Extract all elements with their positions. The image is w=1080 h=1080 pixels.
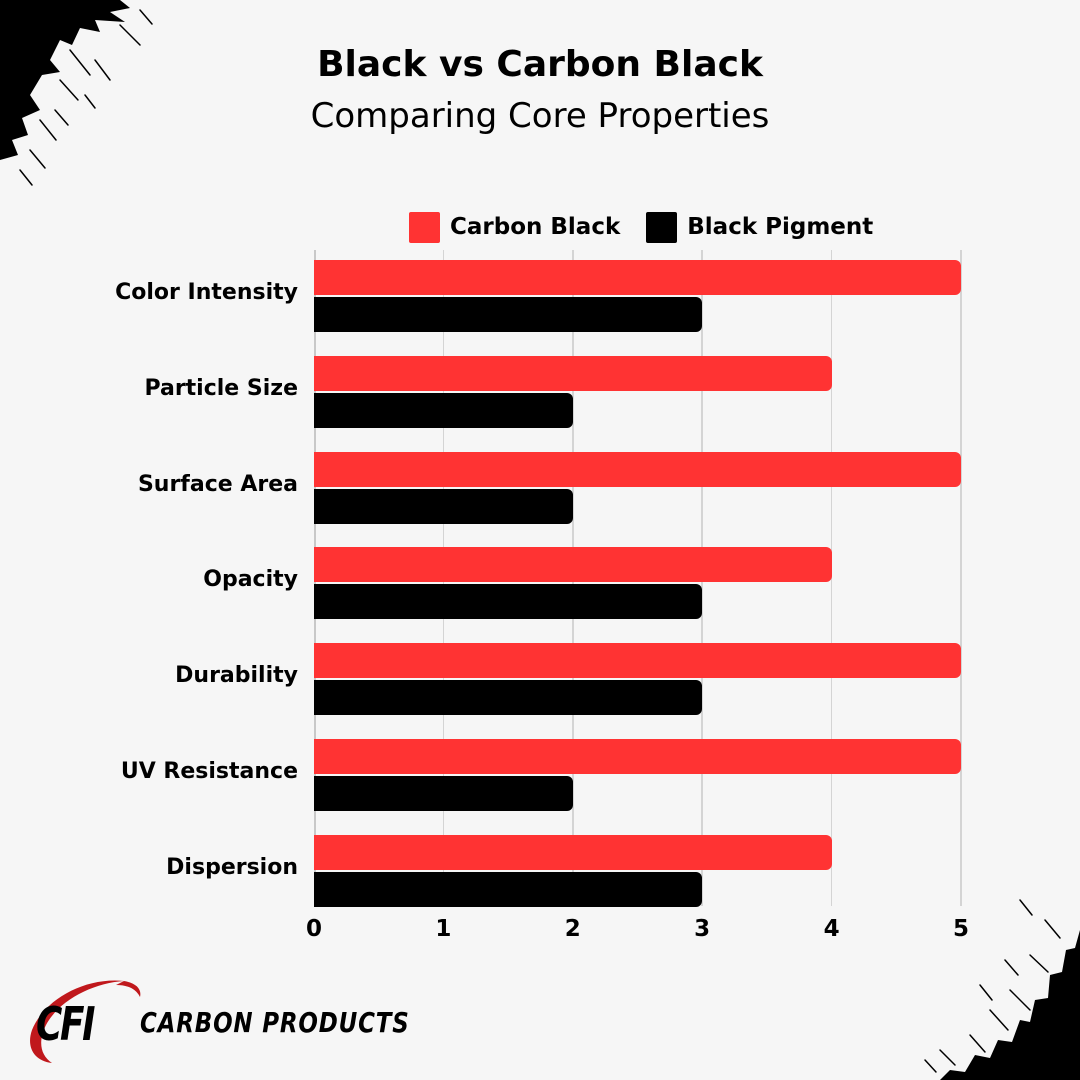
x-tick-label: 3 <box>694 916 711 942</box>
grid-line <box>960 250 962 906</box>
bar-black-pigment <box>314 488 573 524</box>
plot-area <box>314 250 974 910</box>
chart-subtitle: Comparing Core Properties <box>310 96 770 136</box>
chart-title: Black vs Carbon Black <box>317 44 763 85</box>
category-label: Color Intensity <box>115 280 298 305</box>
legend-swatch-black-pigment <box>646 211 678 243</box>
legend-item-black-pigment: Black Pigment <box>646 211 874 243</box>
bar-black-pigment <box>314 392 573 428</box>
bar-black-pigment <box>314 297 703 332</box>
bar-carbon-black <box>314 834 832 870</box>
category-label: Dispersion <box>166 854 298 880</box>
legend-swatch-carbon-black <box>409 211 440 243</box>
legend-label: Carbon Black <box>450 214 621 240</box>
bar-black-pigment <box>314 871 703 907</box>
cfi-logo-swoosh-icon <box>30 980 141 1063</box>
category-label: Opacity <box>203 567 298 593</box>
x-tick-label: 2 <box>564 916 581 942</box>
bar-black-pigment <box>314 680 703 716</box>
legend: Carbon Black Black Pigment <box>409 210 899 244</box>
category-label: Surface Area <box>137 471 298 497</box>
x-tick-label: 5 <box>952 916 969 942</box>
category-label: Durability <box>175 663 298 689</box>
bar-black-pigment <box>314 776 573 811</box>
legend-item-carbon-black: Carbon Black <box>409 211 621 243</box>
x-tick-label: 1 <box>435 916 452 942</box>
category-label: Particle Size <box>144 375 298 401</box>
bar-black-pigment <box>314 584 703 620</box>
legend-label: Black Pigment <box>687 214 874 240</box>
logo-mark: CFI <box>36 997 96 1051</box>
logo-text: CARBON PRODUCTS <box>140 1006 410 1039</box>
bar-carbon-black <box>314 547 832 583</box>
bar-carbon-black <box>314 739 961 774</box>
bar-carbon-black <box>314 355 832 391</box>
grid-line <box>830 250 833 906</box>
bar-carbon-black <box>314 260 961 295</box>
bar-carbon-black <box>314 451 961 487</box>
category-label: UV Resistance <box>120 759 298 784</box>
x-tick-label: 4 <box>823 916 840 942</box>
bar-carbon-black <box>314 643 961 679</box>
x-tick-label: 0 <box>305 916 322 942</box>
